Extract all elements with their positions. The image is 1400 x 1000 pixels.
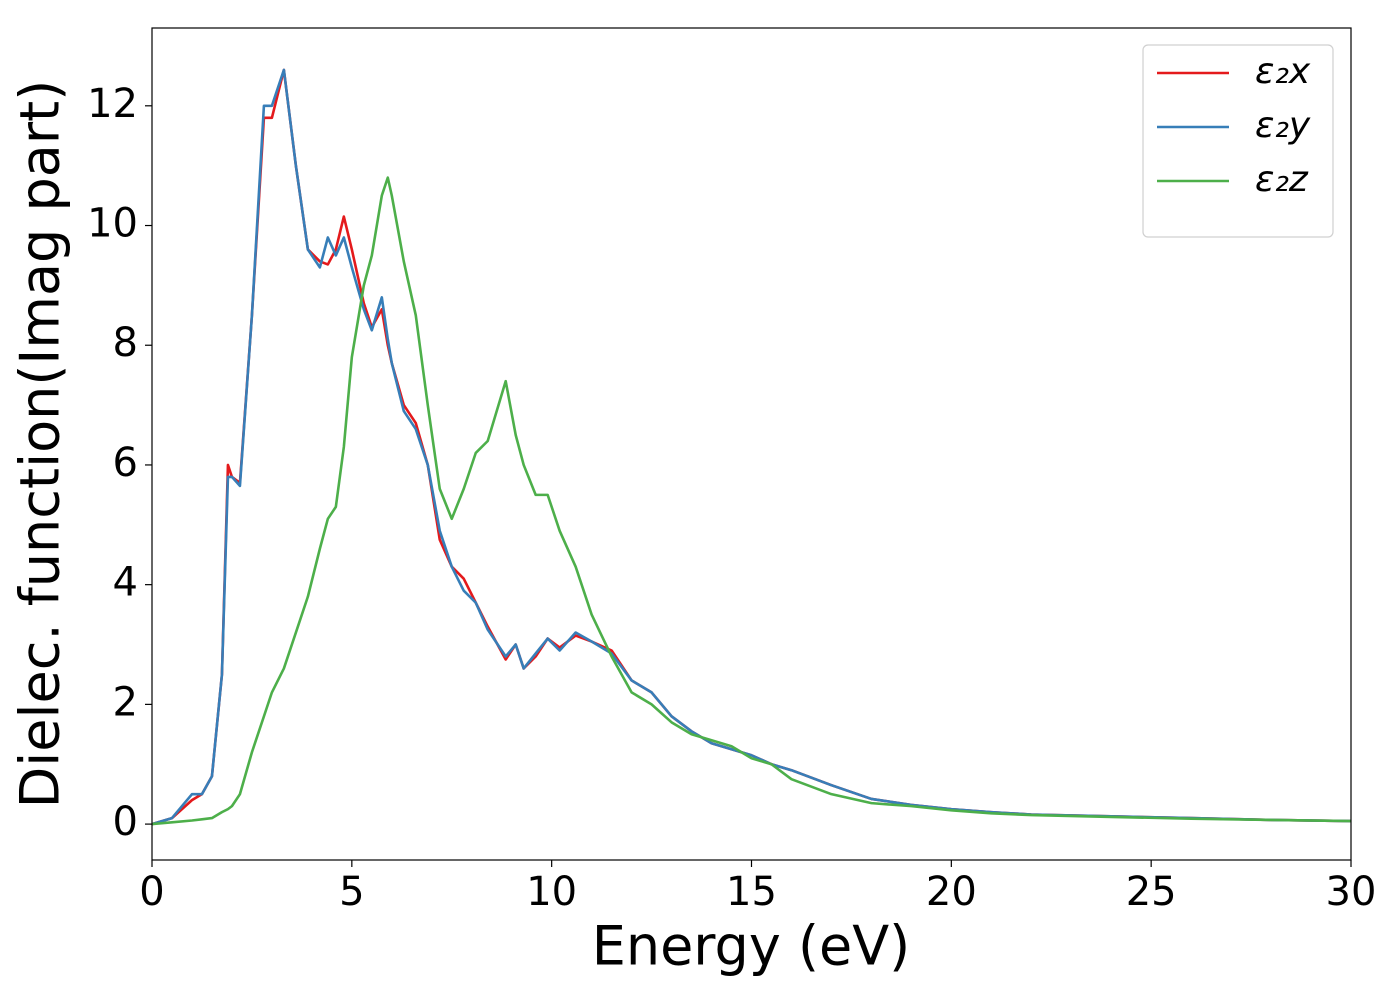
legend-box xyxy=(1142,44,1334,238)
y-tick-label: 12 xyxy=(87,81,138,127)
x-tick-label: 0 xyxy=(139,869,164,915)
y-tick-label: 6 xyxy=(113,440,138,486)
data-line xyxy=(152,68,1351,826)
y-tick-label: 8 xyxy=(113,320,138,366)
x-tick-label: 10 xyxy=(526,869,577,915)
x-tick-label: 25 xyxy=(1126,869,1177,915)
y-tick-label: 0 xyxy=(113,799,138,845)
legend-label: ε₂x xyxy=(1255,51,1311,92)
legend-label: ε₂z xyxy=(1255,159,1309,200)
x-tick-label: 20 xyxy=(926,869,977,915)
y-tick-label: 4 xyxy=(113,560,138,606)
data-line xyxy=(152,176,1351,826)
y-axis-label: Dielec. function(Imag part) xyxy=(9,80,72,809)
x-tick-label: 15 xyxy=(726,869,777,915)
x-axis-label: Energy (eV) xyxy=(592,915,911,978)
x-tick-label: 30 xyxy=(1326,869,1377,915)
legend-label: ε₂y xyxy=(1255,105,1311,146)
y-tick-label: 2 xyxy=(113,679,138,725)
y-tick-label: 10 xyxy=(87,201,138,247)
x-tick-label: 5 xyxy=(339,869,364,915)
